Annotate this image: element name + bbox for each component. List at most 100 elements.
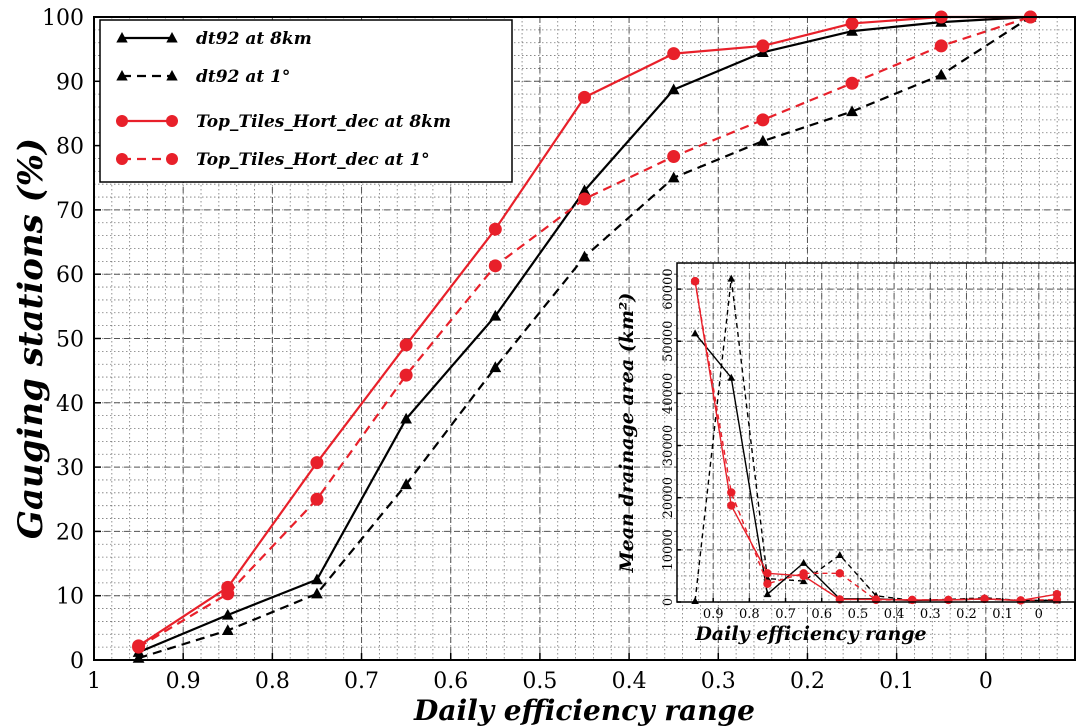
main-data-point — [311, 587, 323, 599]
main-data-point — [756, 113, 770, 127]
main-x-tick-label: 0.8 — [255, 669, 290, 694]
main-data-point — [756, 134, 769, 146]
inset-plot: 0.9 0.8 0.7 0.6 0.5 0.4 0.3 0.2 0.1 0 0 10000 20000 3… — [616, 262, 1076, 645]
main-x-tick-label: 0.7 — [344, 669, 379, 694]
inset-data-point — [836, 551, 844, 559]
main-data-point — [488, 222, 502, 236]
main-series-line — [138, 15, 1031, 649]
main-data-point — [935, 68, 948, 80]
inset-y-tick-label: 50000 — [661, 321, 676, 362]
main-series-3 — [132, 10, 1037, 654]
main-data-point — [400, 412, 413, 424]
main-data-point — [578, 192, 591, 206]
inset-series-line — [694, 281, 1057, 602]
inset-data-point — [763, 569, 772, 578]
main-data-point — [310, 492, 324, 506]
inset-x-tick-label: 0.1 — [992, 607, 1013, 622]
main-y-tick-label: 20 — [56, 520, 84, 545]
inset-y-tick-label: 30000 — [661, 425, 676, 466]
inset-data-point — [727, 274, 736, 282]
inset-data-point — [799, 558, 808, 566]
legend-swatch-marker — [166, 115, 178, 127]
main-data-point — [667, 47, 681, 61]
main-x-tick-label: 0.6 — [433, 669, 468, 694]
inset-data-point — [980, 594, 989, 604]
inset-data-point — [763, 590, 772, 598]
main-data-point — [489, 309, 502, 321]
inset-data-point — [871, 595, 881, 605]
legend-swatch-marker — [116, 32, 128, 43]
inset-data-point — [1016, 596, 1025, 605]
inset-x-tick-label: 0.5 — [848, 607, 869, 622]
inset-data-point — [799, 577, 808, 585]
inset-y-tick-label: 40000 — [661, 373, 676, 414]
inset-data-point — [763, 579, 772, 588]
main-data-point — [488, 259, 502, 273]
inset-data-point — [727, 373, 736, 381]
legend-swatch-marker — [166, 32, 178, 43]
main-data-point — [578, 184, 591, 196]
main-data-point — [400, 478, 413, 490]
main-data-point — [489, 361, 502, 373]
inset-data-point — [727, 488, 736, 497]
main-data-point — [845, 16, 859, 30]
legend: dt92 at 8km dt92 at 1° Top_Tiles_Hort_dec … — [99, 19, 513, 183]
main-data-point — [845, 76, 859, 90]
main-data-point — [221, 624, 234, 636]
legend-swatch-marker — [116, 153, 128, 165]
legend-label: Top_Tiles_Hort_dec at 8km — [196, 112, 451, 132]
main-data-point — [846, 105, 858, 117]
inset-data-point — [799, 569, 808, 578]
main-data-point — [310, 456, 324, 470]
main-x-tick-label: 0 — [979, 669, 993, 694]
legend-label: dt92 at 8km — [196, 29, 312, 49]
inset-data-point — [944, 595, 953, 605]
inset-y-axis-title: Mean drainage area (km²) — [616, 293, 638, 574]
legend-swatch-marker — [166, 70, 178, 81]
main-x-tick-label: 0.4 — [612, 669, 647, 694]
main-data-point — [132, 640, 146, 654]
legend-swatch-marker — [116, 115, 128, 127]
legend-label: dt92 at 1° — [196, 67, 290, 87]
inset-data-point — [907, 595, 917, 605]
main-data-point — [311, 573, 323, 585]
main-x-tick-label: 0.1 — [879, 669, 914, 694]
main-data-point — [934, 39, 948, 53]
main-y-tick-label: 40 — [56, 392, 84, 417]
inset-data-point — [835, 569, 845, 578]
main-y-tick-label: 90 — [56, 70, 84, 95]
inset-frame — [676, 262, 1076, 603]
main-y-tick-label: 60 — [56, 263, 84, 288]
main-x-tick-label: 0.2 — [790, 669, 825, 694]
main-y-tick-label: 0 — [70, 649, 84, 674]
inset-data-point — [690, 277, 700, 286]
main-x-tick-label: 0.5 — [522, 669, 557, 694]
inset-x-axis-title: Daily efficiency range — [694, 623, 926, 645]
main-y-tick-label: 30 — [56, 456, 84, 481]
inset-x-tick-label: 0.4 — [884, 607, 905, 622]
inset-grid — [676, 262, 1076, 603]
main-data-point — [667, 150, 681, 164]
legend-swatch-marker — [116, 70, 128, 81]
inset-x-tick-label: 0 — [1035, 607, 1043, 622]
main-data-point — [399, 338, 413, 352]
main-data-point — [399, 368, 413, 382]
inset-x-tick-label: 0.7 — [775, 607, 796, 622]
inset-data-point — [691, 329, 699, 337]
main-data-point — [578, 250, 591, 262]
main-data-point — [221, 587, 235, 601]
main-y-tick-label: 80 — [56, 135, 84, 160]
inset-y-tick-label: 60000 — [661, 268, 676, 309]
main-data-point — [667, 171, 680, 183]
inset-y-tick-label: 20000 — [661, 477, 676, 518]
main-y-tick-label: 50 — [56, 328, 84, 353]
inset-x-tick-label: 0.2 — [956, 607, 977, 622]
main-data-point — [846, 24, 858, 36]
main-x-tick-label: 1 — [87, 669, 101, 694]
legend-swatch-marker — [166, 153, 178, 165]
inset-x-tick-label: 0.9 — [703, 607, 724, 622]
inset-x-tick-label: 0.8 — [739, 607, 760, 622]
inset-x-tick-label: 0.6 — [811, 607, 832, 622]
inset-y-tick-label: 10000 — [661, 529, 676, 570]
main-x-tick-label: 0.3 — [701, 669, 736, 694]
